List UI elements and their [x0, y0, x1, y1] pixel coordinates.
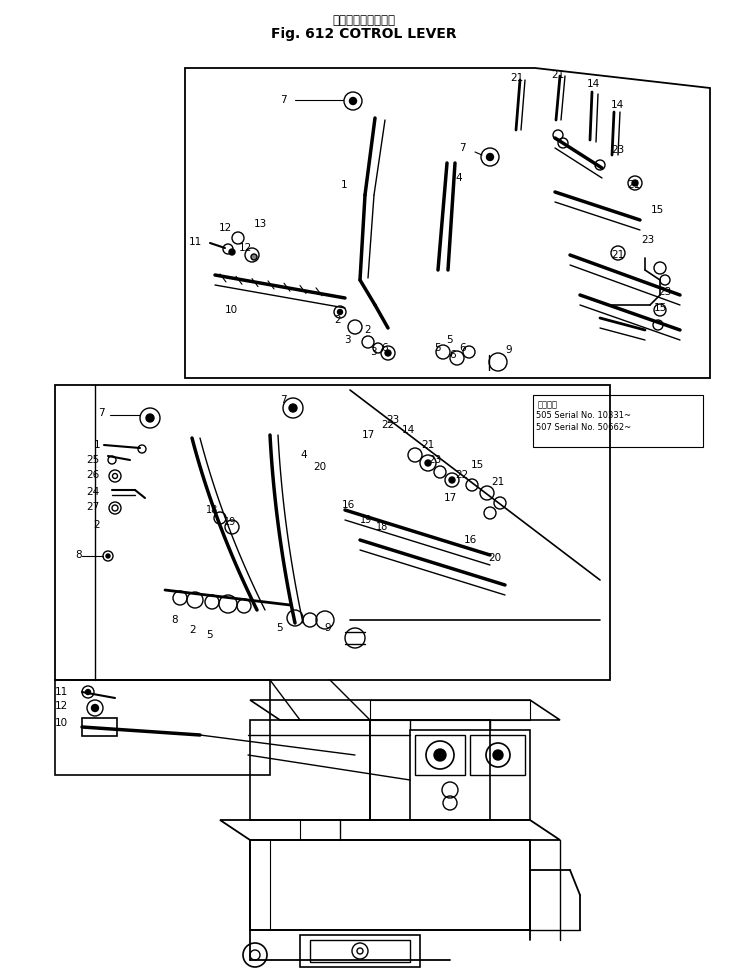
Text: 25: 25 — [87, 455, 100, 465]
Circle shape — [449, 477, 455, 483]
Text: 6: 6 — [450, 350, 456, 360]
Text: 7: 7 — [280, 395, 286, 405]
Text: 507 Serial No. 50662~: 507 Serial No. 50662~ — [536, 423, 631, 432]
Circle shape — [493, 750, 503, 760]
Text: 21: 21 — [551, 70, 565, 80]
Text: 23: 23 — [658, 287, 671, 297]
Text: 21: 21 — [421, 440, 434, 450]
Text: 7: 7 — [281, 95, 287, 105]
Bar — [300, 935, 420, 967]
Text: 23: 23 — [429, 455, 442, 465]
Text: 9: 9 — [505, 345, 512, 355]
Text: 17: 17 — [362, 430, 375, 440]
Text: 18: 18 — [376, 522, 388, 532]
Text: 6: 6 — [382, 343, 389, 353]
Circle shape — [349, 98, 356, 104]
Text: 22: 22 — [456, 470, 469, 480]
Text: 15: 15 — [650, 205, 663, 215]
Text: 適用号機: 適用号機 — [538, 400, 558, 409]
Text: 19: 19 — [224, 517, 236, 527]
Circle shape — [289, 404, 297, 412]
Text: 2: 2 — [335, 315, 341, 325]
Circle shape — [632, 180, 638, 186]
Text: 2: 2 — [364, 325, 371, 335]
Circle shape — [146, 414, 154, 422]
Circle shape — [251, 254, 257, 260]
Circle shape — [229, 249, 235, 255]
Text: 15: 15 — [470, 460, 483, 470]
Text: 16: 16 — [341, 500, 354, 510]
Text: 20: 20 — [488, 553, 502, 563]
Text: 1: 1 — [93, 440, 100, 450]
Circle shape — [486, 153, 494, 161]
Text: 5: 5 — [277, 623, 284, 633]
Circle shape — [85, 689, 90, 694]
Text: 2: 2 — [93, 520, 100, 530]
Text: 14: 14 — [586, 79, 600, 89]
Text: 10: 10 — [55, 718, 68, 728]
Text: 4: 4 — [455, 173, 461, 183]
Bar — [410, 730, 530, 820]
Text: 5: 5 — [447, 335, 453, 345]
Bar — [415, 735, 465, 775]
Text: 5: 5 — [434, 343, 441, 353]
Text: 5: 5 — [207, 630, 214, 640]
Text: 6: 6 — [460, 343, 467, 353]
Bar — [82, 718, 117, 736]
Text: 22: 22 — [381, 420, 394, 430]
Circle shape — [425, 460, 431, 466]
Text: 1: 1 — [340, 180, 347, 190]
Text: 21: 21 — [612, 250, 625, 260]
Text: 11: 11 — [55, 687, 68, 697]
Bar — [250, 840, 530, 930]
Text: 9: 9 — [324, 623, 331, 633]
Text: 14: 14 — [610, 100, 623, 110]
Bar — [470, 735, 525, 775]
Text: 13: 13 — [254, 219, 267, 229]
Bar — [55, 680, 270, 775]
Circle shape — [338, 309, 343, 315]
Text: 7: 7 — [98, 408, 105, 418]
Text: 15: 15 — [653, 303, 666, 313]
Text: 8: 8 — [172, 615, 179, 625]
Text: 3: 3 — [370, 347, 376, 357]
Text: 12: 12 — [238, 243, 252, 253]
Text: 17: 17 — [443, 493, 456, 503]
Text: 7: 7 — [459, 143, 466, 153]
Text: 19: 19 — [360, 515, 372, 525]
Text: 23: 23 — [612, 145, 625, 155]
Text: 11: 11 — [189, 237, 202, 247]
Text: 23: 23 — [642, 235, 655, 245]
Circle shape — [106, 554, 110, 558]
Text: 26: 26 — [87, 470, 100, 480]
Text: 505 Serial No. 10331~: 505 Serial No. 10331~ — [536, 411, 631, 420]
Bar — [533, 395, 703, 447]
Text: Fig. 612 COTROL LEVER: Fig. 612 COTROL LEVER — [271, 27, 457, 41]
Text: 21: 21 — [628, 180, 641, 190]
Text: 10: 10 — [225, 305, 238, 315]
Text: 3: 3 — [343, 335, 351, 345]
Text: 20: 20 — [313, 462, 326, 472]
Text: コントロールレバー: コントロールレバー — [332, 14, 396, 27]
Text: 14: 14 — [402, 425, 415, 435]
Text: 12: 12 — [219, 223, 232, 233]
Bar — [310, 940, 410, 962]
Text: 21: 21 — [510, 73, 523, 83]
Text: 12: 12 — [55, 701, 68, 711]
Circle shape — [385, 350, 391, 356]
Text: 16: 16 — [464, 535, 477, 545]
Circle shape — [92, 705, 98, 712]
Circle shape — [434, 749, 446, 761]
Text: 2: 2 — [190, 625, 196, 635]
Text: 21: 21 — [491, 477, 504, 487]
Text: 8: 8 — [75, 550, 82, 560]
Text: 18: 18 — [206, 505, 218, 515]
Text: 4: 4 — [300, 450, 307, 460]
Text: 23: 23 — [386, 415, 399, 425]
Text: 24: 24 — [87, 487, 100, 497]
Text: 27: 27 — [87, 502, 100, 512]
